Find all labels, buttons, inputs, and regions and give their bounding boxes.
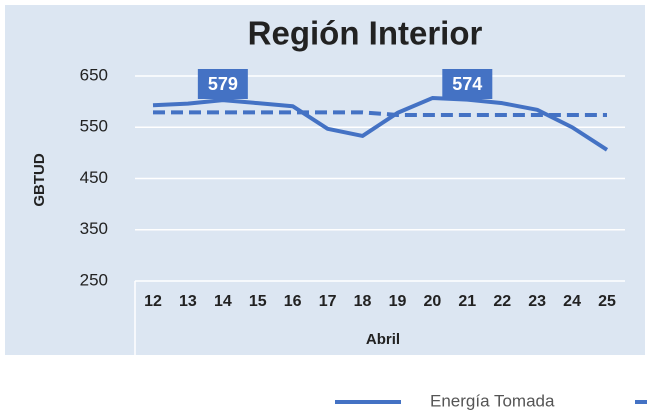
x-tick-label: 16: [284, 293, 302, 310]
chart-area: [5, 5, 645, 355]
data-label: 574: [452, 74, 482, 94]
y-tick-label: 550: [80, 117, 108, 136]
chart-title: Región Interior: [248, 15, 483, 52]
data-label: 579: [208, 74, 238, 94]
y-tick-label: 250: [80, 270, 108, 289]
x-tick-label: 13: [179, 293, 197, 310]
x-axis-label: Abril: [366, 331, 400, 348]
x-tick-label: 22: [493, 293, 511, 310]
x-tick-label: 20: [423, 293, 441, 310]
x-tick-label: 14: [214, 293, 232, 310]
x-tick-label: 12: [144, 293, 162, 310]
x-tick-label: 25: [598, 293, 616, 310]
y-tick-label: 350: [80, 219, 108, 238]
data-label-box: [442, 69, 493, 99]
x-tick-label: 15: [249, 293, 267, 310]
x-tick-label: 21: [458, 293, 476, 310]
x-tick-label: 23: [528, 293, 546, 310]
data-label-box: [197, 69, 248, 99]
series-line: [152, 96, 609, 152]
x-tick-label: 24: [563, 293, 581, 310]
x-tick-label: 19: [389, 293, 407, 310]
legend-label: Energía Tomada: [430, 391, 555, 410]
y-tick-label: 450: [80, 168, 108, 187]
x-tick-label: 17: [319, 293, 337, 310]
y-tick-label: 650: [80, 65, 108, 84]
series-line: [153, 110, 607, 117]
x-tick-label: 18: [354, 293, 372, 310]
y-axis-label: GBTUD: [31, 153, 48, 206]
